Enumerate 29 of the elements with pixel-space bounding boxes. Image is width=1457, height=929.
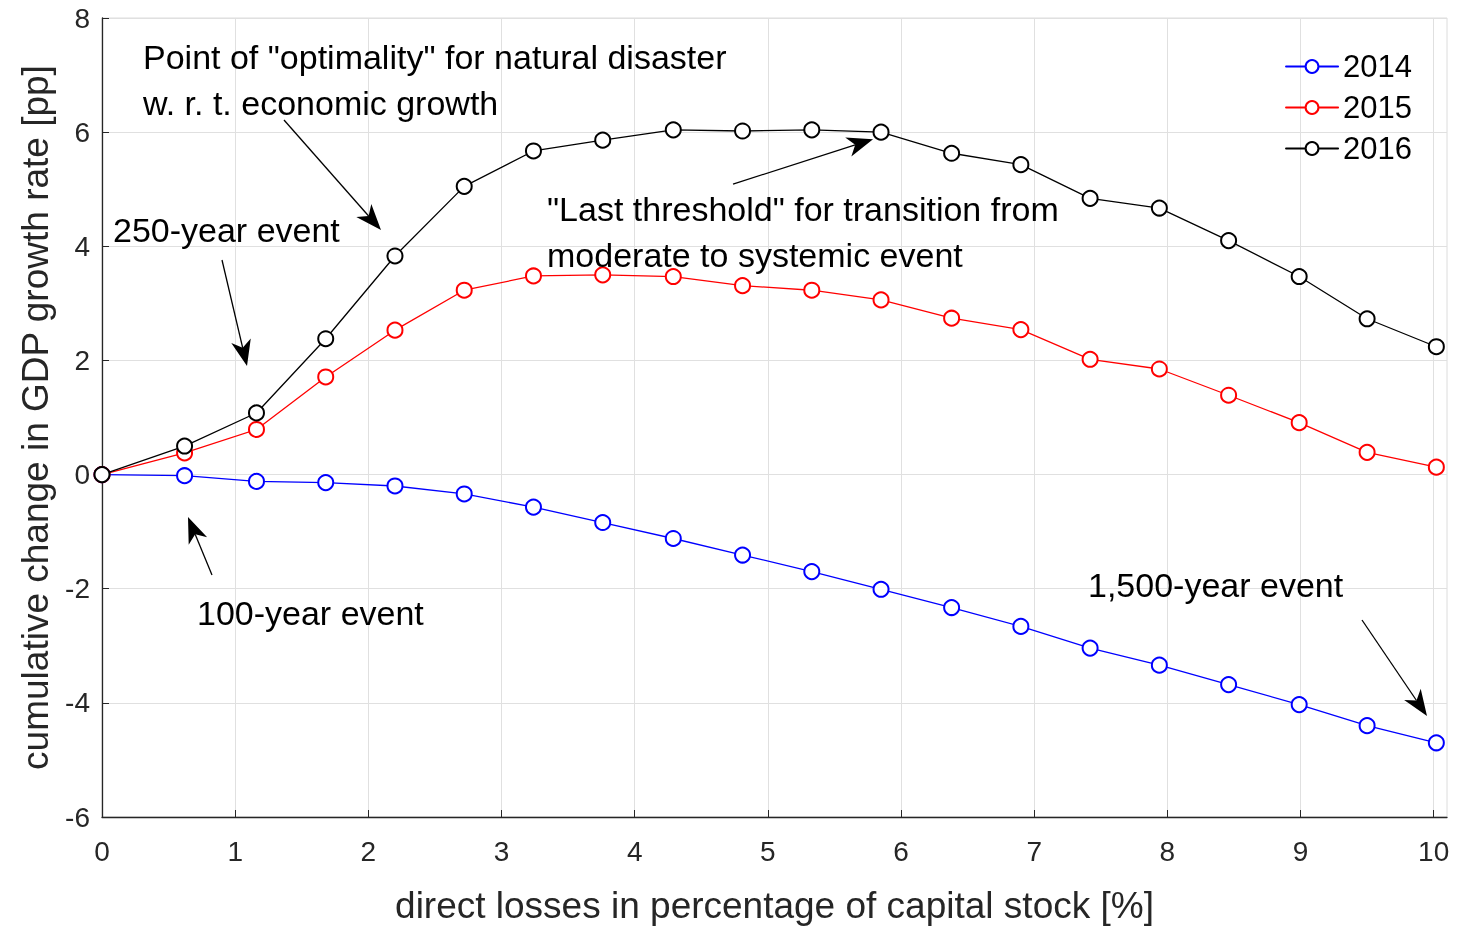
y-tick-label: -6 (65, 801, 90, 833)
x-tick-label: 2 (360, 835, 377, 867)
annotation: 1,500-year event (1088, 566, 1344, 604)
y-tick-label: 4 (74, 230, 90, 262)
annotation: 100-year event (197, 594, 425, 632)
x-tick-label: 7 (1026, 835, 1042, 867)
x-tick-label: 3 (493, 835, 510, 867)
legend-label: 2015 (1343, 90, 1413, 125)
x-tick-label: 4 (626, 835, 643, 867)
y-tick-label: 2 (74, 344, 90, 376)
y-tick-label: -4 (65, 687, 90, 719)
x-tick-label: 10 (1418, 835, 1450, 867)
x-tick-label: 5 (760, 835, 776, 867)
x-tick-label: 8 (1159, 835, 1176, 867)
x-tick-label: 1 (227, 835, 243, 867)
x-tick-label: 0 (94, 835, 110, 867)
x-tick-label: 9 (1292, 835, 1309, 867)
y-tick-label: 0 (74, 459, 90, 491)
x-axis-title: direct losses in percentage of capital stock [%] (395, 885, 1154, 926)
y-axis-title: cumulative change in GDP growth rate [pp] (15, 65, 57, 770)
y-tick-label: 8 (74, 2, 90, 34)
annotation: "Last threshold" for transition from moderate to systemic event (547, 190, 1059, 275)
y-tick-label: 6 (74, 116, 90, 148)
x-tick-label: 6 (893, 835, 909, 867)
annotation: 250-year event (113, 211, 341, 249)
y-tick-label: -2 (65, 573, 90, 605)
legend-label: 2016 (1343, 131, 1413, 166)
legend-label: 2014 (1343, 49, 1413, 84)
annotation: Point of "optimality" for natural disaster w. r. t. economic growth (142, 38, 727, 122)
